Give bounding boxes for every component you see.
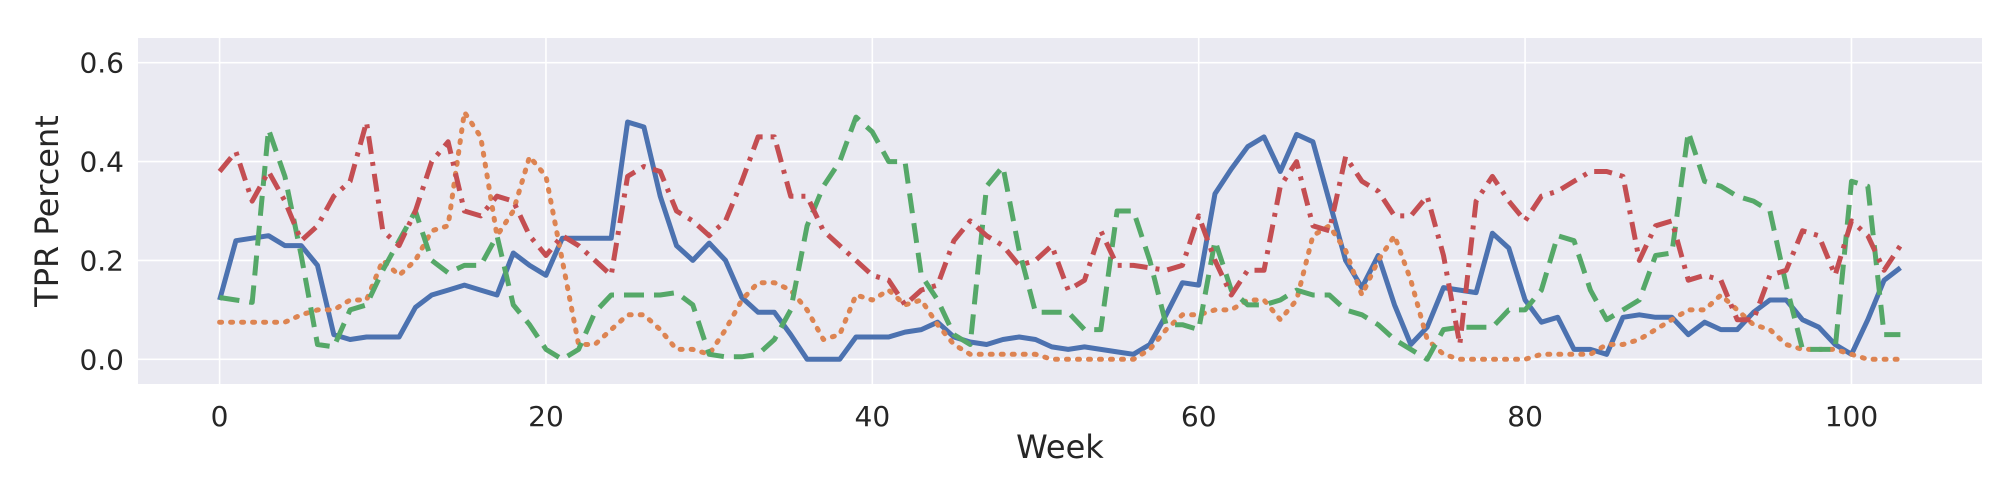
x-tick-label: 100	[1825, 400, 1878, 433]
y-tick-labels: 0.0 0.2 0.4 0.6	[79, 47, 124, 377]
series-line-dashed	[219, 114, 1901, 362]
x-tick-label: 40	[855, 400, 891, 433]
x-tick-label: 80	[1507, 400, 1543, 433]
grid	[138, 38, 1982, 384]
y-tick-label: 0.6	[79, 47, 124, 80]
series-line-dashdot	[217, 119, 1903, 347]
x-axis-label: Week	[1016, 428, 1104, 466]
y-tick-label: 0.4	[79, 146, 124, 179]
plot-background	[138, 38, 1982, 384]
series-line-dotted	[217, 109, 1903, 362]
y-tick-label: 0.0	[79, 343, 124, 376]
series-line-solid	[217, 119, 1902, 362]
x-tick-label: 0	[211, 400, 229, 433]
x-tick-label: 20	[528, 400, 564, 433]
series-lines	[217, 109, 1903, 362]
y-tick-label: 0.2	[79, 244, 124, 277]
x-tick-label: 60	[1181, 400, 1217, 433]
y-axis-label: TPR Percent	[28, 115, 66, 308]
x-tick-labels: 0 20 40 60 80 100	[211, 400, 1878, 433]
